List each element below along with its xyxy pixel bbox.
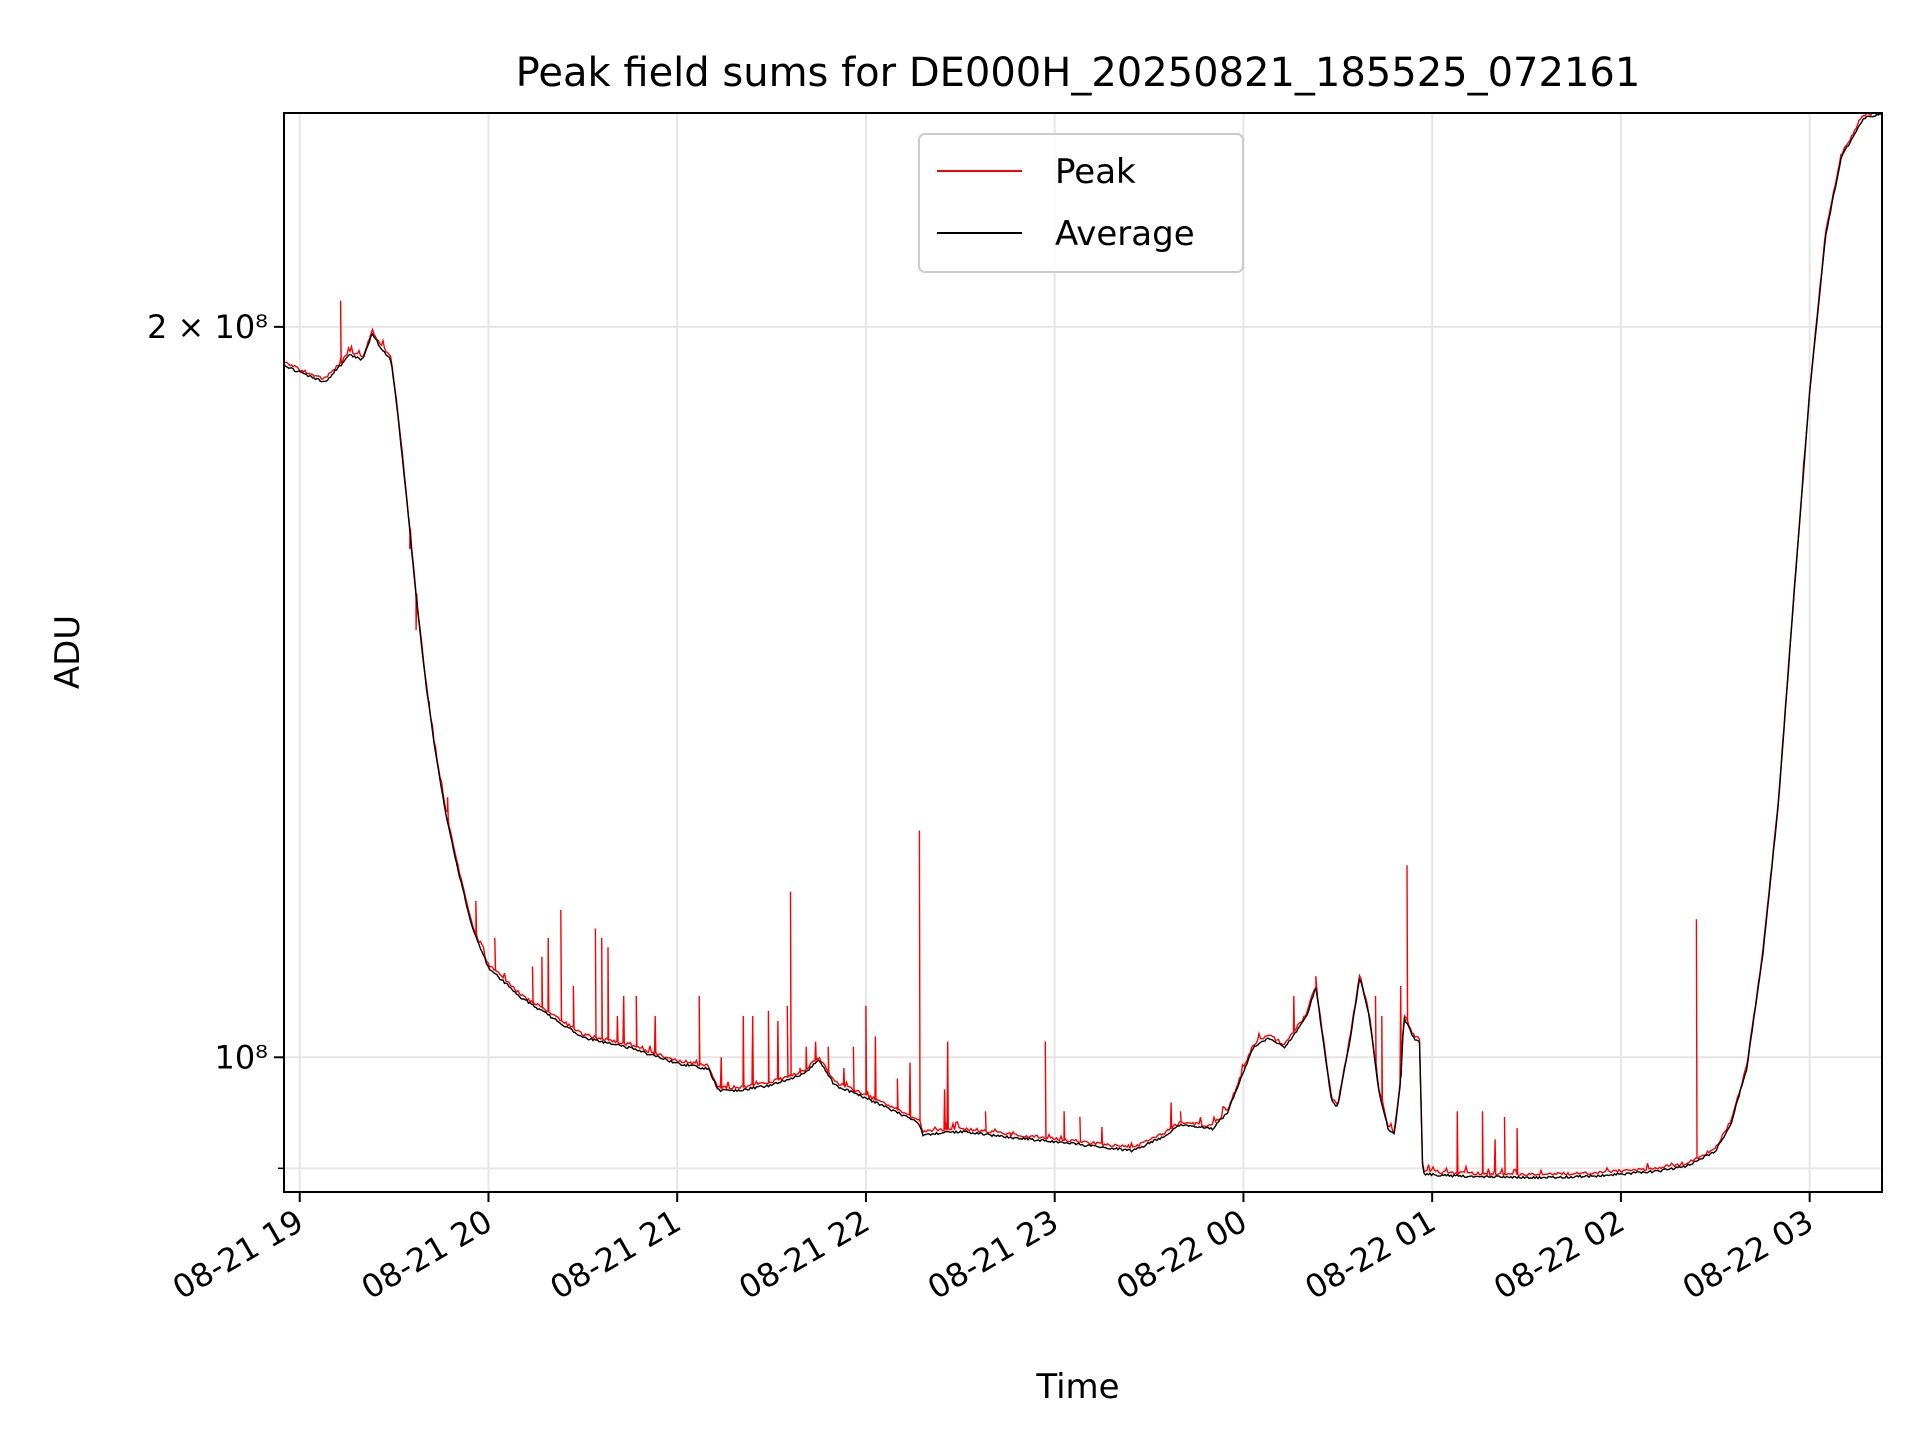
legend-box bbox=[918, 133, 1244, 273]
legend-label-peak: Peak bbox=[1055, 152, 1136, 192]
axes-frame bbox=[283, 112, 1883, 1193]
series-line-peak bbox=[284, 113, 1877, 1178]
legend: Peak Average bbox=[918, 133, 1244, 273]
y-axis-label: ADU bbox=[48, 615, 88, 689]
y-tick-label: 2 × 10⁸ bbox=[147, 308, 268, 346]
chart-title: Peak field sums for DE000H_20250821_1855… bbox=[516, 50, 1641, 96]
legend-label-average: Average bbox=[1055, 214, 1195, 254]
y-tick-label: 10⁸ bbox=[214, 1038, 268, 1076]
series-line-average bbox=[284, 113, 1882, 1180]
x-axis-label: Time bbox=[1035, 1367, 1119, 1407]
